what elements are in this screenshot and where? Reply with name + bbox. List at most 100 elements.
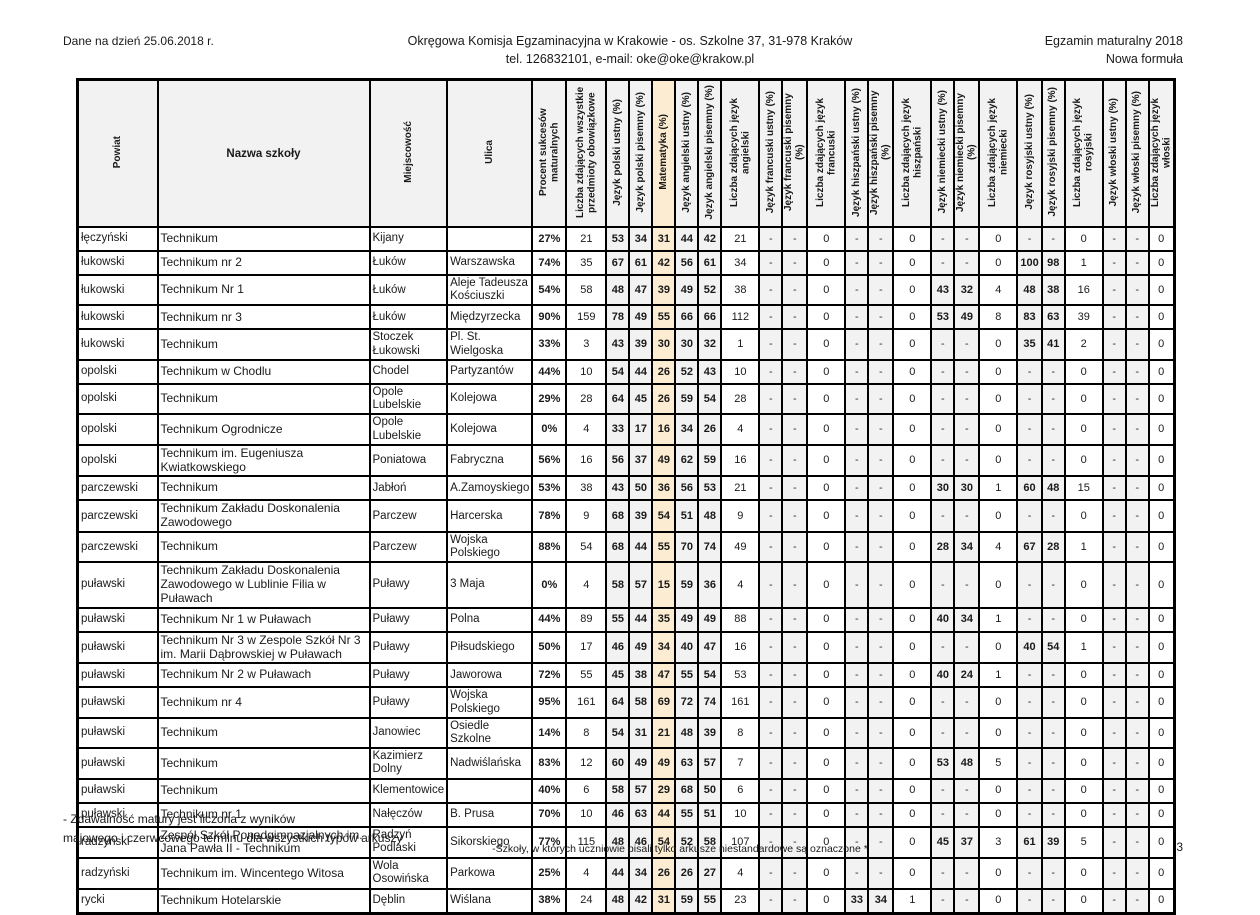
cell-wloski-ustny: -: [1101, 561, 1127, 609]
cell-polski-pisemny: 57: [628, 777, 654, 804]
exam-title: Egzamin maturalny 2018: [1044, 34, 1183, 48]
cell-liczba-obowiazkowe: 28: [565, 382, 608, 416]
cell-angielski-pisemny: 54: [697, 382, 723, 416]
cell-francuski-pisemny: -: [781, 328, 809, 361]
cell-niemiecki-ustny: -: [930, 443, 956, 478]
cell-liczba-hiszpanski: 0: [892, 686, 933, 719]
cell-powiat: łukowski: [76, 250, 159, 276]
cell-liczba-rosyjski: 0: [1063, 747, 1104, 780]
cell-liczba-hiszpanski: 0: [892, 413, 933, 446]
cell-niemiecki-ustny: 30: [930, 475, 956, 502]
cell-liczba-niemiecki: 0: [978, 328, 1019, 361]
cell-wloski-pisemny: -: [1124, 630, 1150, 665]
cell-rosyjski-pisemny: -: [1040, 801, 1066, 828]
cell-nazwa-szkoly: Technikum: [156, 382, 371, 416]
column-header-label: Powiat: [112, 135, 123, 169]
cell-francuski-ustny: -: [758, 825, 784, 860]
cell-liczba-obowiazkowe: 89: [565, 606, 608, 633]
cell-hiszpanski-pisemny: -: [867, 250, 895, 276]
cell-angielski-ustny: 59: [674, 887, 700, 915]
cell-liczba-wloski: 0: [1147, 226, 1176, 252]
column-header-nazwa-szkoly: Nazwa szkoły: [156, 78, 371, 228]
cell-niemiecki-pisemny: 49: [953, 304, 981, 331]
cell-liczba-niemiecki: 4: [978, 530, 1019, 564]
cell-procent-sukcesow: 72%: [531, 662, 568, 689]
table-row: puławski Technikum Nr 2 w Puławach Puławy J…: [76, 662, 1176, 689]
cell-angielski-ustny: 44: [674, 226, 700, 252]
cell-liczba-angielski: 4: [720, 561, 761, 609]
cell-miejscowosc: Opole Lubelskie: [368, 413, 449, 446]
cell-polski-ustny: 68: [605, 530, 631, 564]
cell-francuski-ustny: -: [758, 630, 784, 665]
table-row: łukowski Technikum Nr 1 Łuków Aleje Tadeusz…: [76, 273, 1176, 307]
cell-angielski-ustny: 62: [674, 443, 700, 478]
cell-rosyjski-ustny: -: [1016, 443, 1043, 478]
cell-liczba-hiszpanski: 0: [892, 475, 933, 502]
cell-francuski-ustny: -: [758, 273, 784, 307]
cell-liczba-obowiazkowe: 9: [565, 499, 608, 533]
cell-hiszpanski-pisemny: -: [867, 716, 895, 750]
cell-procent-sukcesow: 0%: [531, 413, 568, 446]
cell-angielski-pisemny: 36: [697, 561, 723, 609]
cell-polski-ustny: 58: [605, 777, 631, 804]
cell-nazwa-szkoly: Technikum Nr 1 w Puławach: [156, 606, 371, 633]
cell-liczba-rosyjski: 2: [1063, 328, 1104, 361]
cell-ulica: Wiślana: [446, 887, 534, 915]
cell-francuski-ustny: -: [758, 443, 784, 478]
cell-ulica: Kolejowa: [446, 382, 534, 416]
cell-powiat: puławski: [76, 561, 159, 609]
cell-francuski-pisemny: -: [781, 250, 809, 276]
cell-polski-ustny: 58: [605, 561, 631, 609]
cell-wloski-ustny: -: [1101, 801, 1127, 828]
cell-polski-pisemny: 39: [628, 499, 654, 533]
cell-nazwa-szkoly: Technikum nr 3: [156, 304, 371, 331]
cell-miejscowosc: Stoczek Łukowski: [368, 328, 449, 361]
cell-miejscowosc: Poniatowa: [368, 443, 449, 478]
cell-liczba-francuski: 0: [806, 686, 847, 719]
cell-francuski-ustny: -: [758, 716, 784, 750]
cell-hiszpanski-ustny: -: [844, 857, 870, 890]
cell-niemiecki-ustny: -: [930, 857, 956, 890]
cell-niemiecki-ustny: 40: [930, 662, 956, 689]
cell-francuski-ustny: -: [758, 304, 784, 331]
cell-powiat: opolski: [76, 443, 159, 478]
cell-liczba-rosyjski: 0: [1063, 413, 1104, 446]
cell-rosyjski-pisemny: -: [1040, 716, 1066, 750]
cell-rosyjski-ustny: -: [1016, 887, 1043, 915]
cell-liczba-hiszpanski: 0: [892, 777, 933, 804]
cell-liczba-angielski: 9: [720, 499, 761, 533]
cell-miejscowosc: Parczew: [368, 499, 449, 533]
cell-nazwa-szkoly: Technikum: [156, 328, 371, 361]
cell-francuski-pisemny: -: [781, 777, 809, 804]
cell-liczba-angielski: 49: [720, 530, 761, 564]
cell-francuski-ustny: -: [758, 662, 784, 689]
cell-rosyjski-pisemny: -: [1040, 499, 1066, 533]
cell-rosyjski-ustny: -: [1016, 747, 1043, 780]
cell-miejscowosc: Nałęczów: [368, 801, 449, 828]
cell-liczba-obowiazkowe: 24: [565, 887, 608, 915]
cell-hiszpanski-pisemny: -: [867, 413, 895, 446]
cell-liczba-hiszpanski: 0: [892, 857, 933, 890]
cell-niemiecki-pisemny: -: [953, 801, 981, 828]
cell-niemiecki-pisemny: -: [953, 630, 981, 665]
cell-angielski-pisemny: 48: [697, 499, 723, 533]
cell-liczba-rosyjski: 0: [1063, 382, 1104, 416]
cell-wloski-ustny: -: [1101, 825, 1127, 860]
cell-wloski-pisemny: -: [1124, 358, 1150, 385]
cell-polski-pisemny: 49: [628, 630, 654, 665]
cell-rosyjski-ustny: -: [1016, 561, 1043, 609]
cell-niemiecki-ustny: -: [930, 561, 956, 609]
cell-angielski-pisemny: 50: [697, 777, 723, 804]
cell-polski-pisemny: 37: [628, 443, 654, 478]
cell-ulica: Parkowa: [446, 857, 534, 890]
cell-ulica: Wojska Polskiego: [446, 530, 534, 564]
cell-liczba-obowiazkowe: 17: [565, 630, 608, 665]
column-header-label: Język niemiecki ustny (%): [937, 90, 949, 214]
cell-angielski-pisemny: 74: [697, 686, 723, 719]
cell-niemiecki-pisemny: -: [953, 328, 981, 361]
cell-liczba-angielski: 28: [720, 382, 761, 416]
cell-miejscowosc: Puławy: [368, 606, 449, 633]
cell-liczba-wloski: 0: [1147, 686, 1176, 719]
results-table: Powiat Nazwa szkoły Miejscowość Ulica Procen…: [76, 78, 1176, 915]
cell-liczba-angielski: 6: [720, 777, 761, 804]
